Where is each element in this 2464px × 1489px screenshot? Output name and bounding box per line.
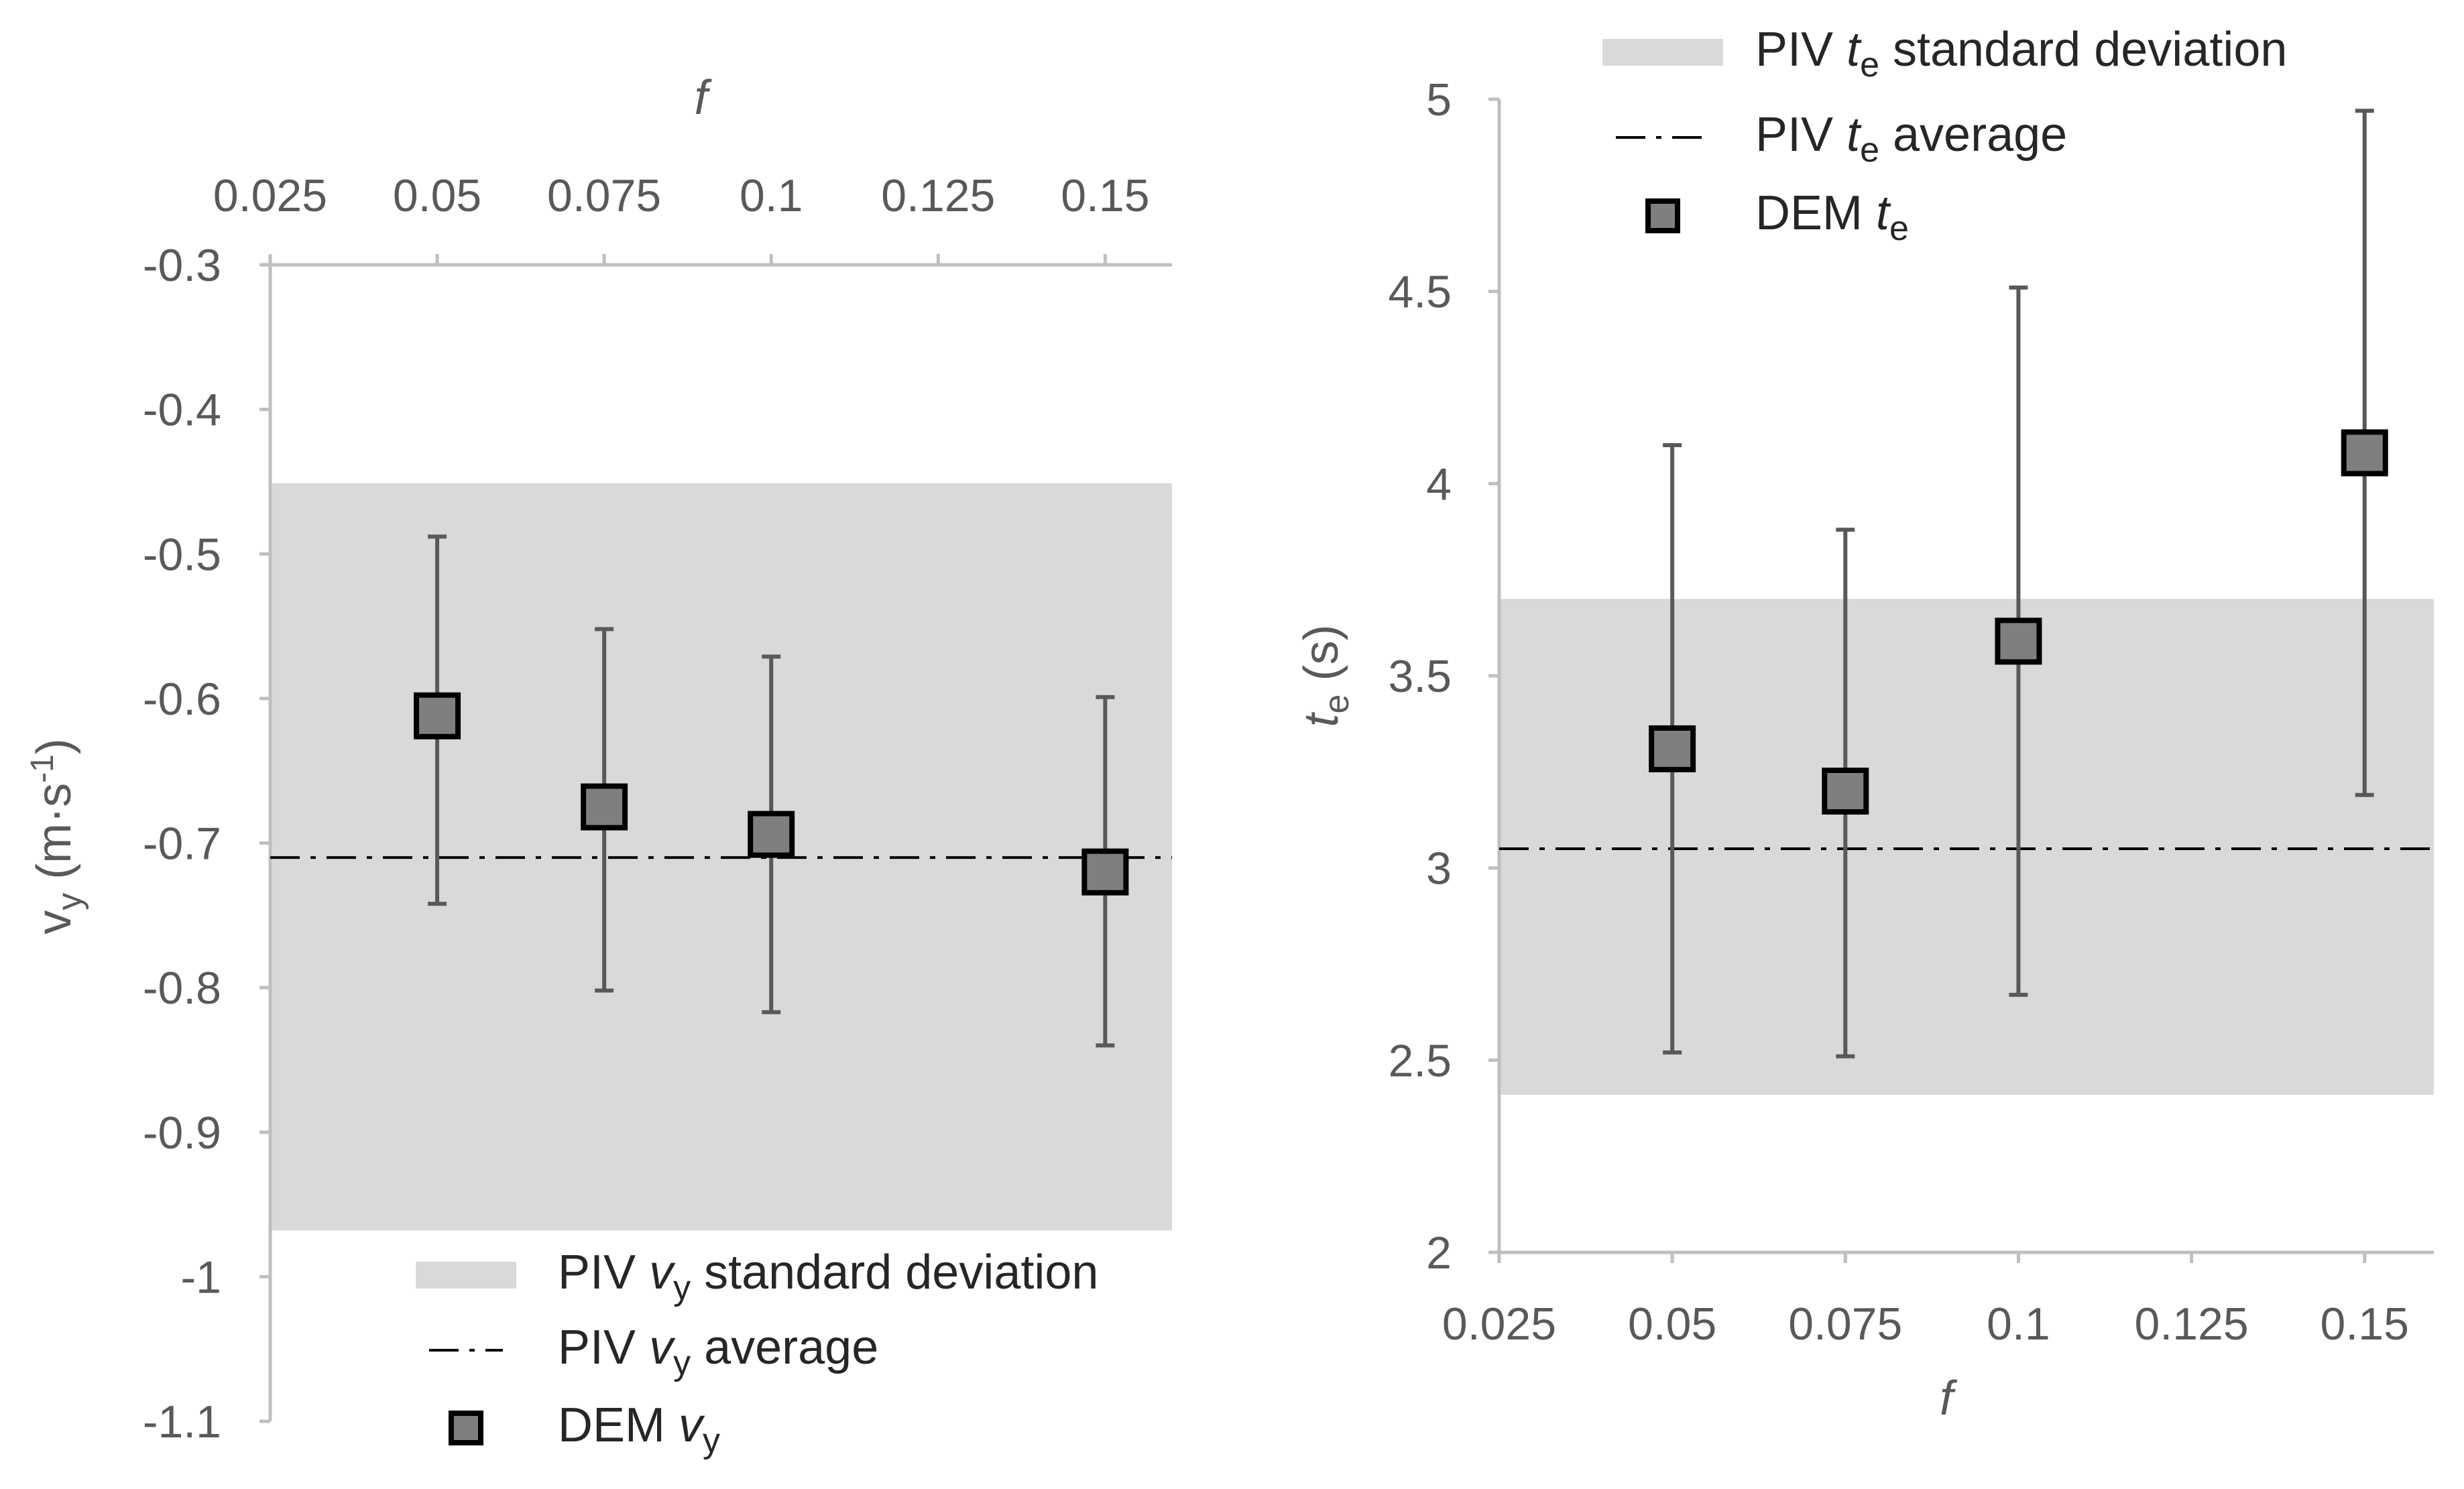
legend-band-swatch (1602, 39, 1723, 66)
legend-marker-swatch (1645, 198, 1680, 233)
legend-label: PIV te standard deviation (1755, 23, 2287, 84)
x-tick-label: 0.075 (1788, 1299, 1902, 1350)
chart-panel-vy: -0.3 -0.4 -0.5 -0.6 -0.7 -0.8 -0.9 -1 -1.1 0.025 0… (25, 71, 1172, 1460)
data-point-marker (1649, 725, 1696, 772)
x-tick-label: 0.125 (881, 170, 995, 221)
y-tick-label: -0.4 (143, 385, 221, 436)
data-point-marker (1995, 617, 2042, 665)
data-point-marker (2341, 429, 2388, 477)
legend-band-swatch (416, 1262, 516, 1289)
x-tick-label: 0.15 (2321, 1299, 2409, 1350)
y-tick-label: 3 (1426, 843, 1452, 894)
y-tick-label: -0.5 (143, 529, 221, 580)
x-tick-label: 0.1 (1987, 1299, 2050, 1350)
x-tick-label: 0.1 (740, 170, 803, 221)
y-tick-label: -0.7 (143, 819, 221, 870)
y-tick-label: -0.6 (143, 674, 221, 725)
x-axis-title: f (694, 71, 712, 125)
legend-label: PIV te average (1755, 108, 2067, 170)
x-tick-label: 0.075 (547, 170, 661, 221)
y-tick-label: 2.5 (1388, 1035, 1452, 1086)
y-tick-label: 4 (1426, 459, 1452, 510)
data-point-marker (748, 811, 795, 858)
legend: PIV vy standard deviation PIV vy average D… (416, 1246, 1098, 1460)
data-point-marker (1822, 768, 1869, 815)
x-tick-label: 0.125 (2135, 1299, 2249, 1350)
chart-panel-te: 2 2.5 3 3.5 4 4.5 5 0.025 0.05 0.075 0.1 0.125 0.15 f… (1295, 23, 2434, 1425)
data-point-marker (581, 783, 628, 831)
y-tick-label: -0.3 (143, 240, 221, 291)
y-tick-label: 4.5 (1388, 267, 1452, 318)
legend: PIV te standard deviation PIV te average D… (1602, 23, 2287, 248)
legend-label: DEM te (1755, 186, 1909, 248)
y-tick-label: -1 (181, 1252, 221, 1303)
x-tick-label: 0.025 (1442, 1299, 1556, 1350)
y-tick-label: -1.1 (143, 1396, 221, 1447)
y-tick-label: -0.8 (143, 963, 221, 1014)
data-point-marker (1081, 848, 1129, 896)
x-tick-label: 0.05 (1628, 1299, 1716, 1350)
x-tick-label: 0.05 (393, 170, 481, 221)
x-tick-label: 0.15 (1061, 170, 1149, 221)
y-tick-label: 3.5 (1388, 651, 1452, 702)
y-tick-label: -0.9 (143, 1108, 221, 1158)
legend-label: PIV vy average (558, 1321, 878, 1382)
legend-label: PIV vy standard deviation (558, 1246, 1098, 1307)
data-point-marker (414, 692, 461, 739)
x-tick-label: 0.025 (213, 170, 327, 221)
x-axis-title: f (1940, 1372, 1958, 1425)
y-axis-title: vy (m·s-1) (25, 738, 89, 935)
std-band (1499, 599, 2434, 1095)
legend-label: DEM vy (558, 1398, 720, 1460)
y-tick-label: 2 (1426, 1228, 1452, 1278)
legend-marker-swatch (449, 1411, 483, 1445)
y-axis-title: te (s) (1295, 625, 1356, 727)
y-tick-label: 5 (1426, 74, 1452, 125)
